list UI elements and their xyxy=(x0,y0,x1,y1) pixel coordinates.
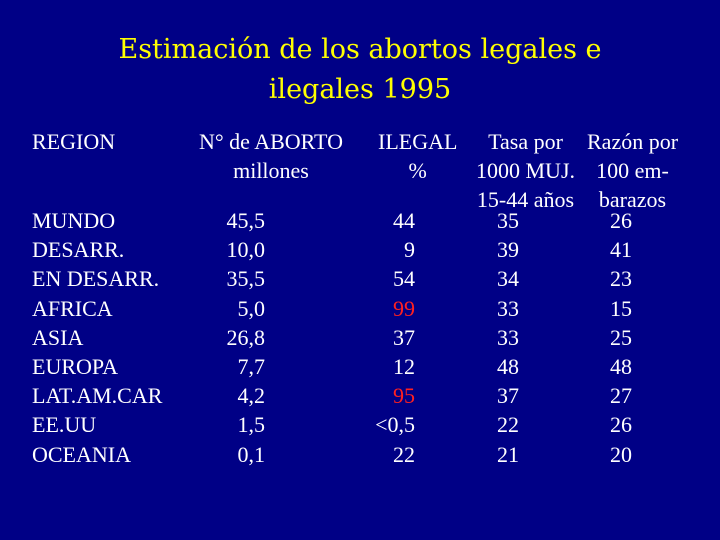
table-row: MUNDO 45,5 44 35 26 xyxy=(0,206,720,235)
cell-razon: 41 xyxy=(610,237,632,263)
cell-razon: 15 xyxy=(610,295,632,321)
table-row: EE.UU 1,5 <0,5 22 26 xyxy=(0,410,720,439)
cell-ilegal: 37 xyxy=(393,324,415,350)
data-table: MUNDO 45,5 44 35 26 DESARR. 10,0 9 39 41 EN DESARR… xyxy=(0,206,720,469)
cell-region: EUROPA xyxy=(32,353,118,379)
header-ilegal: ILEGAL % xyxy=(378,127,457,185)
cell-tasa: 34 xyxy=(497,266,519,292)
table-row: AFRICA 5,0 99 33 15 xyxy=(0,294,720,323)
header-ilegal-line-2: % xyxy=(408,158,427,183)
header-tasa-line-3: 15-44 años xyxy=(476,187,575,212)
cell-tasa: 33 xyxy=(497,295,519,321)
cell-tasa: 37 xyxy=(497,383,519,409)
table-row: DESARR. 10,0 9 39 41 xyxy=(0,235,720,264)
cell-tasa: 39 xyxy=(497,237,519,263)
header-razon: Razón por 100 em- barazos xyxy=(587,127,678,214)
table-row: EN DESARR. 35,5 54 34 23 xyxy=(0,264,720,293)
header-razon-line-2: 100 em- xyxy=(596,158,669,183)
cell-abortos: 26,8 xyxy=(226,324,266,350)
cell-abortos: 4,2 xyxy=(237,383,266,409)
cell-region: ASIA xyxy=(32,324,84,350)
cell-ilegal: <0,5 xyxy=(375,412,415,438)
cell-region: MUNDO xyxy=(32,208,116,233)
cell-abortos: 5,0 xyxy=(237,295,266,321)
header-region: REGION xyxy=(32,129,116,154)
header-tasa: Tasa por 1000 MUJ. 15-44 años xyxy=(476,127,575,214)
header-abortos: N° de ABORTO millones xyxy=(199,127,343,185)
header-razon-line-3: barazos xyxy=(598,187,667,212)
cell-ilegal: 12 xyxy=(393,353,415,379)
cell-razon: 27 xyxy=(610,383,632,409)
cell-tasa: 35 xyxy=(497,208,519,233)
cell-abortos: 1,5 xyxy=(237,412,266,438)
header-abortos-line-1: N° de ABORTO xyxy=(199,129,343,154)
cell-region: DESARR. xyxy=(32,237,125,263)
cell-razon: 25 xyxy=(610,324,632,350)
table-row: ASIA 26,8 37 33 25 xyxy=(0,323,720,352)
cell-ilegal: 44 xyxy=(393,208,415,233)
cell-region: AFRICA xyxy=(32,295,113,321)
header-ilegal-line-1: ILEGAL xyxy=(378,129,458,154)
table-row: OCEANIA 0,1 22 21 20 xyxy=(0,440,720,469)
slide-title-line-1: Estimación de los abortos legales e xyxy=(118,34,602,65)
cell-razon: 48 xyxy=(610,353,632,379)
header-abortos-line-2: millones xyxy=(233,158,309,183)
cell-tasa: 48 xyxy=(497,353,519,379)
cell-region: OCEANIA xyxy=(32,441,131,467)
cell-abortos: 7,7 xyxy=(237,353,266,379)
cell-razon: 23 xyxy=(610,266,632,292)
header-razon-line-1: Razón por xyxy=(587,129,679,154)
cell-ilegal: 95 xyxy=(393,383,415,409)
cell-region: LAT.AM.CAR xyxy=(32,383,163,409)
cell-ilegal: 99 xyxy=(393,295,415,321)
cell-razon: 26 xyxy=(610,208,632,233)
cell-abortos: 10,0 xyxy=(226,237,266,263)
cell-ilegal: 9 xyxy=(404,237,415,263)
cell-tasa: 22 xyxy=(497,412,519,438)
cell-tasa: 21 xyxy=(497,441,519,467)
cell-region: EN DESARR. xyxy=(32,266,160,292)
slide-title: Estimación de los abortos legales e ileg… xyxy=(0,30,720,110)
slide-title-line-2: ilegales 1995 xyxy=(268,74,452,105)
cell-razon: 26 xyxy=(610,412,632,438)
cell-tasa: 33 xyxy=(497,324,519,350)
cell-abortos: 0,1 xyxy=(237,441,266,467)
cell-ilegal: 54 xyxy=(393,266,415,292)
cell-razon: 20 xyxy=(610,441,632,467)
header-tasa-line-1: Tasa por xyxy=(488,129,563,154)
cell-abortos: 35,5 xyxy=(226,266,266,292)
cell-ilegal: 22 xyxy=(393,441,415,467)
table-row: EUROPA 7,7 12 48 48 xyxy=(0,352,720,381)
cell-abortos: 45,5 xyxy=(226,208,266,233)
header-tasa-line-2: 1000 MUJ. xyxy=(476,158,576,183)
cell-region: EE.UU xyxy=(32,412,97,438)
table-row: LAT.AM.CAR 4,2 95 37 27 xyxy=(0,381,720,410)
